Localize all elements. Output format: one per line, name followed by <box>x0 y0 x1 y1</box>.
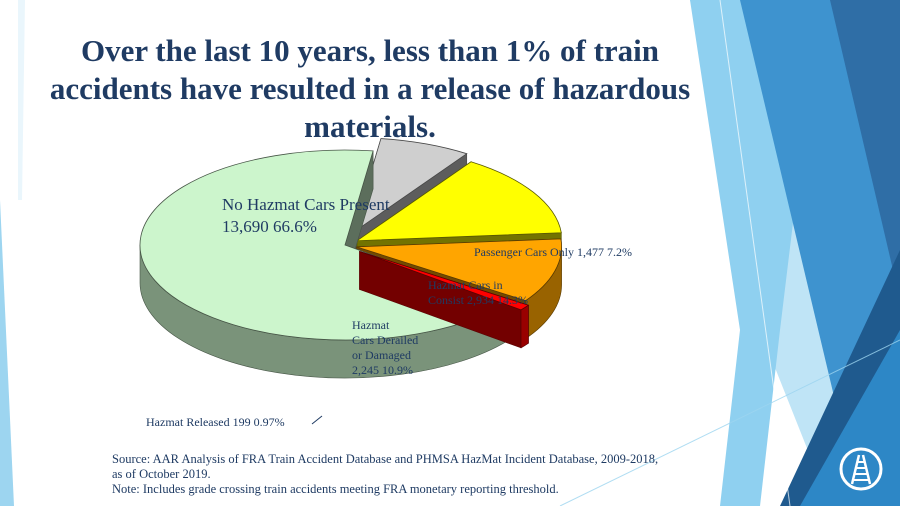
leader-line <box>311 415 323 425</box>
slide-title: Over the last 10 years, less than 1% of … <box>20 32 720 146</box>
source-line: as of October 2019. <box>112 467 211 481</box>
source-note: Source: AAR Analysis of FRA Train Accide… <box>112 452 712 497</box>
hazmat-released-slice <box>359 250 530 349</box>
title-line: Over the last 10 years, less than 1% of … <box>80 33 660 68</box>
slice-label: Passenger Cars Only 1,477 7.2% <box>474 245 632 259</box>
title-line: materials. <box>304 109 436 144</box>
railroad-track-icon <box>839 447 883 491</box>
source-line: Note: Includes grade crossing train acci… <box>112 482 559 496</box>
source-line: Source: AAR Analysis of FRA Train Accide… <box>112 452 659 466</box>
slice-label: Hazmat Cars in Consist 2,934 14.3% <box>428 278 528 307</box>
slice-label: Hazmat Released 199 0.97% <box>146 415 285 429</box>
slice-label: No Hazmat Cars Present 13,690 66.6% <box>222 195 390 236</box>
title-line: accidents have resulted in a release of … <box>49 71 691 106</box>
slice-label: Hazmat Cars Derailed or Damaged 2,245 10.9% <box>352 318 418 377</box>
